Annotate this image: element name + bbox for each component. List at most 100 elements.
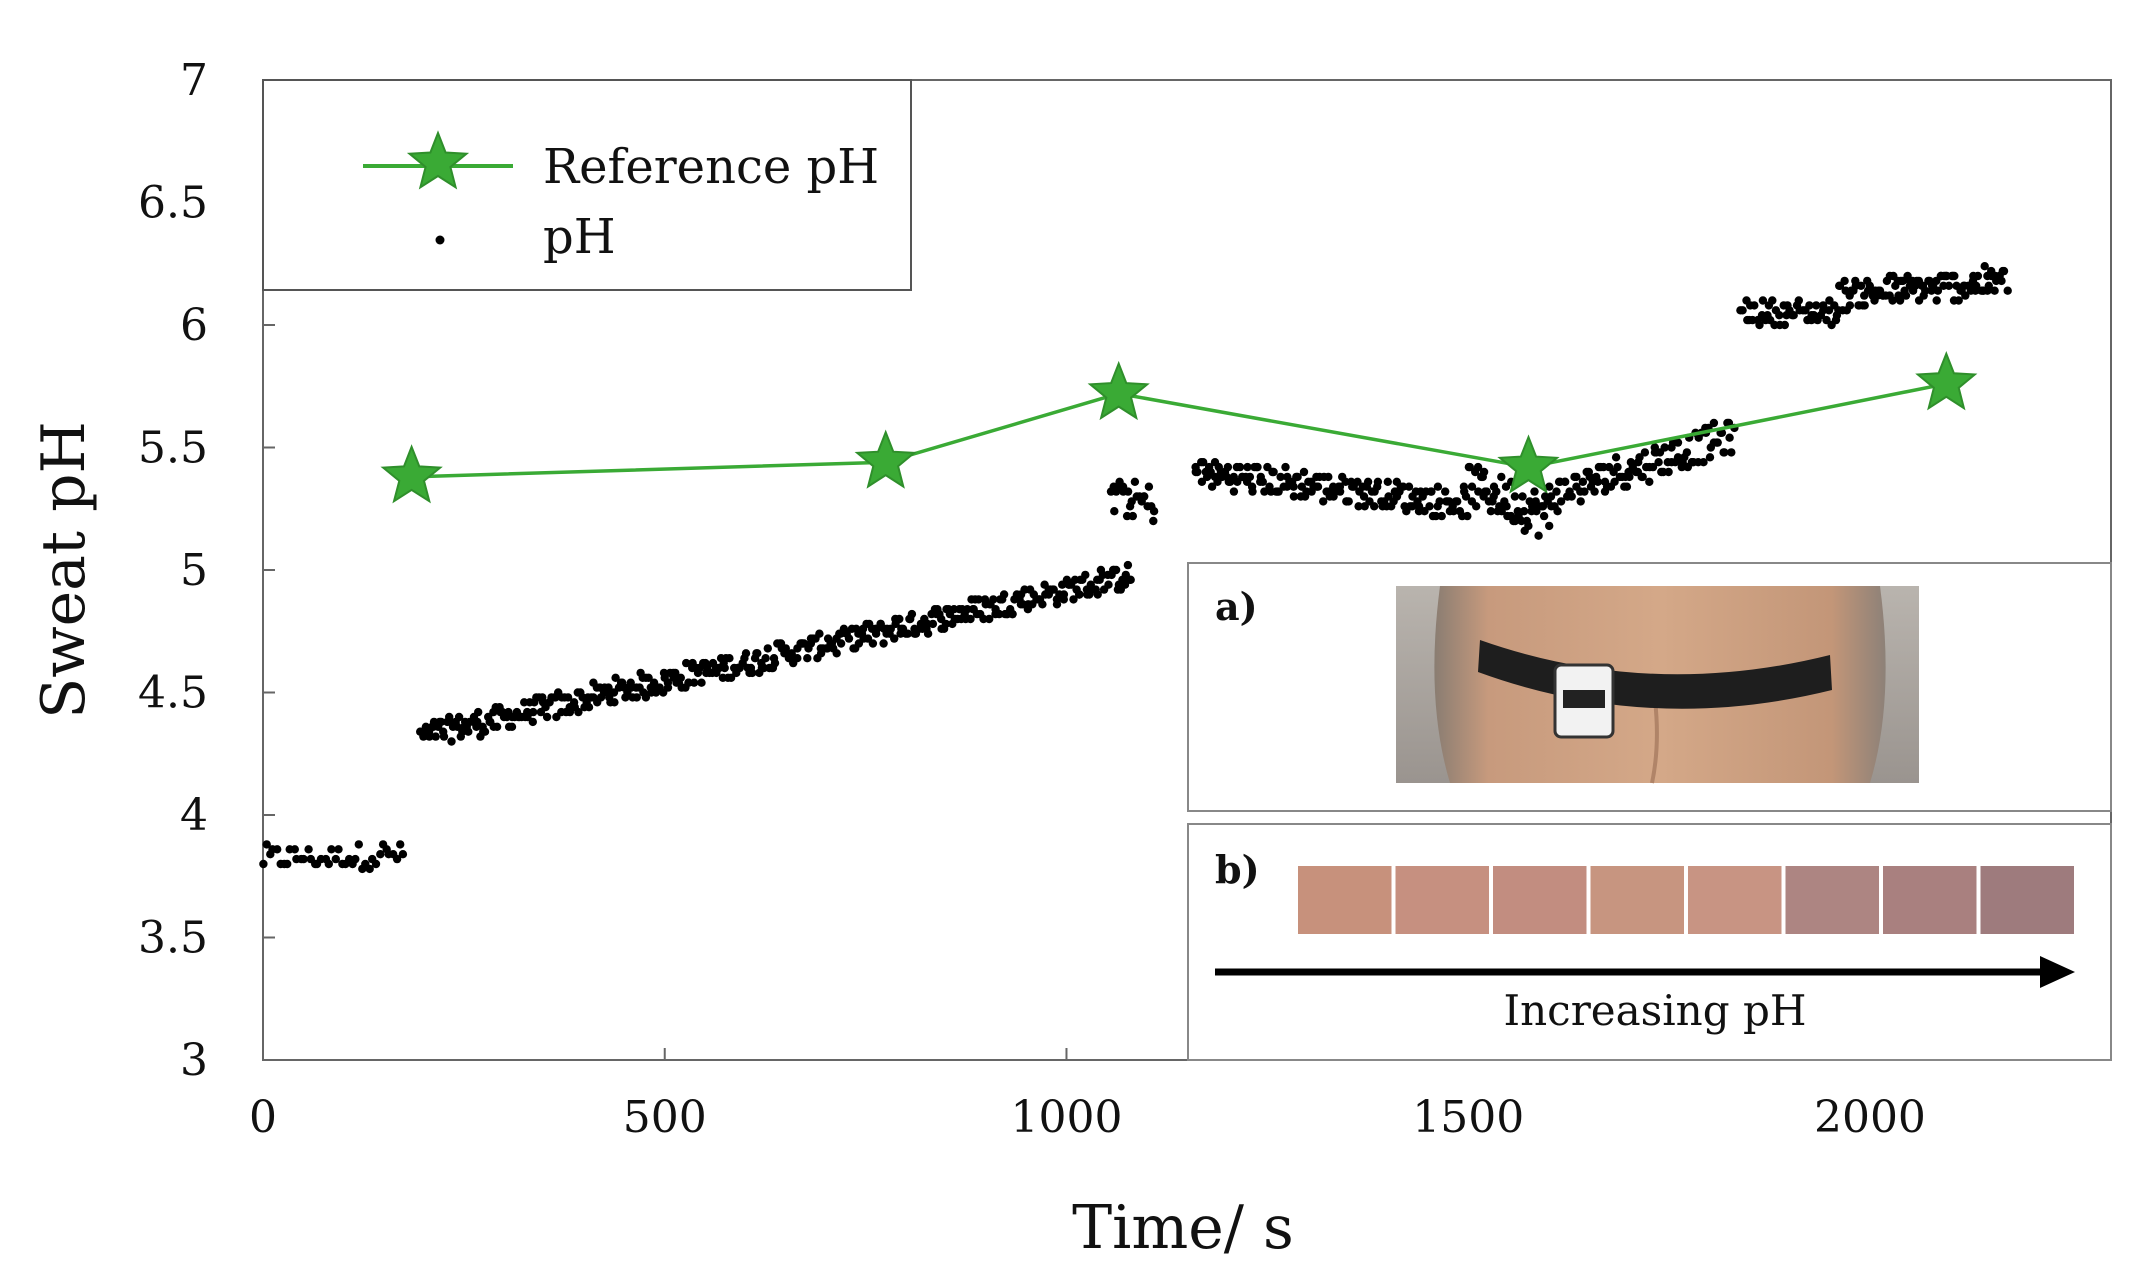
ph-data-point xyxy=(1235,462,1245,472)
ph-data-point xyxy=(1856,281,1866,290)
reference-ph-star-marker xyxy=(854,429,917,489)
ph-data-point xyxy=(1069,595,1078,604)
ph-data-point xyxy=(492,722,502,731)
inset-b-label: b) xyxy=(1215,847,1260,892)
ph-data-point xyxy=(995,609,1004,619)
ph-scatter-series xyxy=(259,262,2012,874)
ph-data-point xyxy=(1567,492,1576,501)
reference-ph-star-marker xyxy=(1087,360,1150,421)
ph-data-point xyxy=(1539,511,1549,521)
ph-data-point xyxy=(923,629,933,638)
ph-data-point xyxy=(663,683,673,692)
ph-data-point xyxy=(1319,497,1328,506)
reference-ph-star-marker xyxy=(1497,434,1560,494)
ph-data-point xyxy=(1556,497,1566,506)
ph-data-point xyxy=(604,683,613,692)
ph-data-point xyxy=(1758,296,1768,305)
ph-data-point xyxy=(761,654,770,663)
ph-data-point xyxy=(529,707,538,717)
ph-data-point xyxy=(1269,467,1278,477)
ph-data-point xyxy=(1593,477,1603,486)
ph-data-point xyxy=(1824,306,1834,315)
ph-data-point xyxy=(741,649,751,658)
reference-ph-star-marker xyxy=(380,444,443,504)
ph-data-point xyxy=(439,732,449,741)
ph-data-point xyxy=(815,629,824,638)
ph-data-point xyxy=(1128,511,1138,521)
ph-data-point xyxy=(1431,511,1441,521)
ph-data-point xyxy=(1950,271,1959,281)
ph-data-point xyxy=(1199,458,1208,467)
ph-data-point xyxy=(1229,487,1239,496)
ph-data-point xyxy=(1534,531,1543,540)
arrow-head-icon xyxy=(2040,956,2075,988)
ph-data-point xyxy=(1755,320,1764,330)
ph-data-point xyxy=(763,644,772,653)
legend: Reference pH pH xyxy=(262,79,912,291)
ph-data-point xyxy=(879,639,888,648)
ph-data-point xyxy=(1081,570,1090,580)
legend-reference-star-marker xyxy=(406,130,470,190)
ph-data-point xyxy=(689,678,699,687)
ph-data-point xyxy=(1075,590,1084,599)
ph-data-point xyxy=(1293,472,1302,482)
ph-data-point xyxy=(1510,492,1520,501)
ph-data-point xyxy=(1578,477,1588,486)
ph-data-point xyxy=(832,649,841,658)
ph-data-point xyxy=(941,619,951,629)
ph-data-point xyxy=(1699,458,1708,467)
ph-data-point xyxy=(753,649,762,658)
ph-data-point xyxy=(1713,438,1722,447)
ph-data-point xyxy=(1673,438,1683,447)
ph-data-point xyxy=(1888,296,1897,305)
ph-data-point xyxy=(1954,296,1963,305)
ph-data-point xyxy=(844,634,854,643)
ph-data-point xyxy=(1008,609,1017,619)
ph-data-point xyxy=(1546,492,1556,501)
ph-data-point xyxy=(574,707,583,717)
ph-data-point xyxy=(1344,497,1353,506)
ph-data-point xyxy=(376,850,385,859)
ph-data-point xyxy=(1973,271,1983,281)
ph-data-point xyxy=(371,859,381,869)
ph-data-point xyxy=(1359,492,1369,501)
ph-data-point xyxy=(1561,477,1570,486)
y-tick-label: 7 xyxy=(180,55,208,106)
ph-data-point xyxy=(447,737,456,746)
ph-data-point xyxy=(890,634,899,643)
ph-data-point xyxy=(1572,472,1581,482)
ph-data-point xyxy=(1373,477,1383,486)
x-tick-label: 1000 xyxy=(1010,1092,1122,1143)
ph-data-point xyxy=(1258,477,1268,486)
ph-data-point xyxy=(1144,482,1154,491)
ph-data-point xyxy=(1984,281,1994,290)
ph-data-point xyxy=(1130,477,1140,486)
ph-data-point xyxy=(1467,482,1477,491)
ph-data-point xyxy=(1997,276,2006,286)
reference-ph-series xyxy=(380,351,1978,504)
ph-data-point xyxy=(1245,472,1255,482)
ph-data-point xyxy=(1502,502,1511,511)
ph-data-point xyxy=(584,703,594,712)
ph-data-point xyxy=(1682,448,1692,457)
ph-data-point xyxy=(1463,511,1472,521)
ph-data-point xyxy=(354,840,363,849)
inset-a-label: a) xyxy=(1215,584,1258,629)
ph-data-point xyxy=(1635,453,1644,462)
ph-data-point xyxy=(1243,462,1252,472)
ph-data-point xyxy=(1449,507,1458,516)
ph-data-point xyxy=(1750,301,1759,310)
ph-data-point xyxy=(1518,492,1527,501)
x-tick-label: 0 xyxy=(249,1092,277,1143)
ph-data-point xyxy=(1705,453,1715,462)
ph-data-point xyxy=(1354,502,1363,511)
ph-data-point xyxy=(682,658,691,668)
ph-data-point xyxy=(1709,418,1719,428)
ph-data-point xyxy=(1645,477,1654,486)
ph-data-point xyxy=(793,654,802,663)
ph-data-point xyxy=(1426,487,1436,496)
ph-data-point xyxy=(2003,286,2012,295)
ph-data-point xyxy=(304,845,313,854)
x-axis-title: Time/ s xyxy=(1072,1193,1294,1263)
ph-data-point xyxy=(1149,507,1159,516)
